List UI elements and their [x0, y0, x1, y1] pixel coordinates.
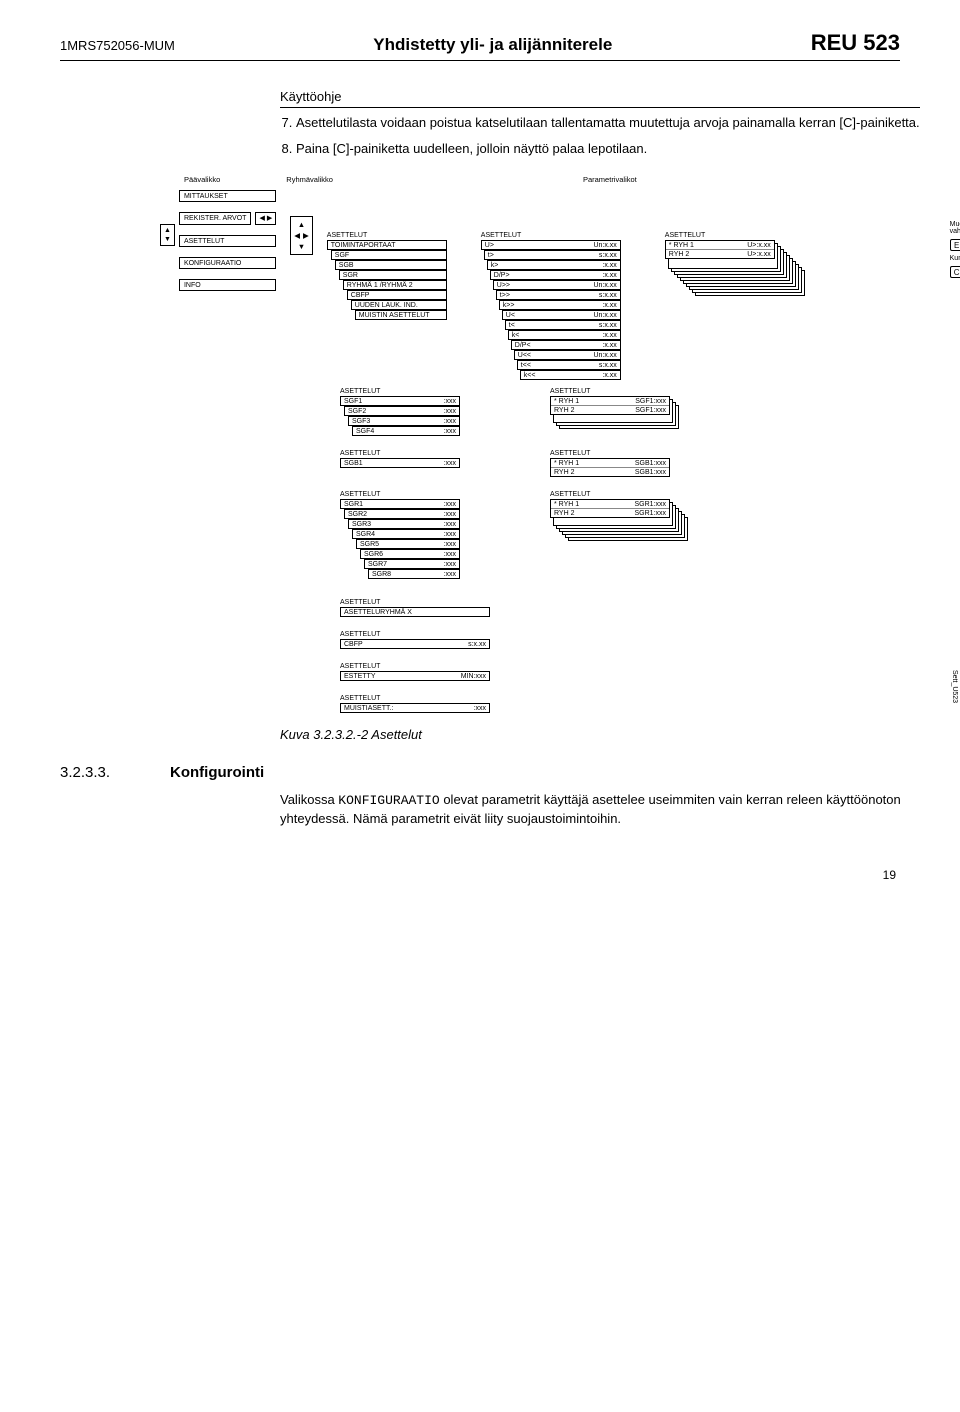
sgr-list: SGR1:xxxSGR2:xxxSGR3:xxxSGR4:xxxSGR5:xxx…: [340, 499, 460, 579]
page-number: 19: [60, 868, 900, 882]
doc-model: REU 523: [811, 30, 900, 56]
sgb-ryh: * RYH 1SGB1:xxx RYH 2SGB1:xxx: [550, 458, 670, 477]
manual-subtitle: Käyttöohje: [280, 89, 920, 108]
sgb-list: SGB1:xxx: [340, 458, 460, 468]
nav-cross-icon: ▲ ◀▶ ▼: [290, 216, 313, 255]
doc-id: 1MRS752056-MUM: [60, 38, 175, 53]
param-list: U>Un:x.xxt>s:x.xxk>:x.xxD/P>:x.xxU>>Un:x…: [481, 240, 621, 380]
instruction-item: Paina [C]-painiketta uudelleen, jolloin …: [296, 140, 920, 158]
leftright-arrows-icon: ◀▶: [255, 212, 276, 225]
diagram-legend: Muokkaa/ vahvista E Kumoa C: [950, 221, 960, 282]
main-menu-item: MITTAUKSET: [179, 190, 276, 202]
group-menu: TOIMINTAPORTAATSGFSGBSGRRYHMÄ 1 /RYHMÄ 2…: [327, 240, 447, 320]
main-menu: MITTAUKSET REKISTER. ARVOT ◀▶ ASETTELUT …: [179, 190, 276, 291]
section-body: Valikossa KONFIGURAATIO olevat parametri…: [280, 791, 920, 828]
diagram-side-label: Sett_U523: [951, 670, 958, 703]
instruction-list: Asettelutilasta voidaan poistua katselut…: [280, 114, 920, 157]
muisti-box: MUISTIASETT.::xxx: [340, 703, 490, 713]
sgf-list: SGF1:xxxSGF2:xxxSGF3:xxxSGF4:xxx: [340, 396, 460, 436]
cbfp-box: CBFPs:x.xx: [340, 639, 490, 649]
estetty-box: ESTETTYMIN:xxx: [340, 671, 490, 681]
section-number: 3.2.3.3.: [60, 764, 140, 781]
updown-arrows-icon: ▲▼: [160, 224, 175, 246]
main-menu-item: INFO: [179, 279, 276, 291]
c-key-icon: C: [950, 266, 960, 278]
settings-diagram: Muokkaa/ vahvista E Kumoa C Päävalikko R…: [160, 175, 940, 713]
main-menu-item: REKISTER. ARVOT: [179, 212, 252, 225]
doc-title: Yhdistetty yli- ja alijänniterele: [373, 35, 612, 55]
section-title: Konfigurointi: [170, 764, 264, 781]
page-header: 1MRS752056-MUM Yhdistetty yli- ja alijän…: [60, 30, 900, 61]
main-menu-item: ASETTELUT: [179, 235, 276, 247]
main-menu-item: KONFIGURAATIO: [179, 257, 276, 269]
e-key-icon: E: [950, 239, 960, 251]
instruction-item: Asettelutilasta voidaan poistua katselut…: [296, 114, 920, 132]
ryhma-x-box: ASETTELURYHMÄ X: [340, 607, 490, 617]
figure-caption: Kuva 3.2.3.2.-2 Asettelut: [280, 727, 900, 742]
